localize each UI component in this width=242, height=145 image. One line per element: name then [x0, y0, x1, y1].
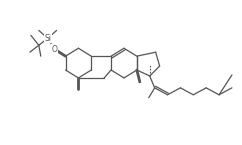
- Text: Si: Si: [44, 34, 51, 43]
- Text: O: O: [52, 45, 58, 54]
